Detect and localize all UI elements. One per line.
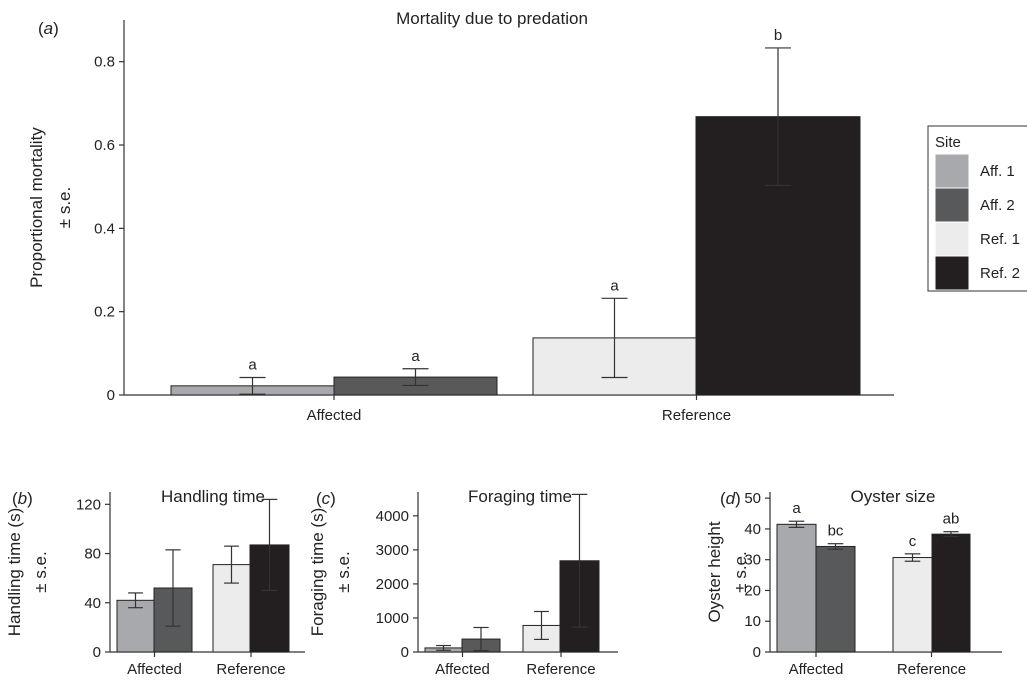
legend-title: Site: [935, 134, 961, 151]
x-tick-label: Affected: [307, 407, 362, 424]
y-tick-label: 10: [744, 613, 761, 630]
y-axis-title: Foraging time (s): [308, 508, 327, 636]
y-axis-title: Proportional mortality: [27, 127, 46, 288]
panel-title: Oyster size: [850, 487, 935, 506]
y-tick-label: 0: [93, 644, 101, 661]
y-tick-label: 0.6: [94, 137, 115, 154]
y-tick-label: 40: [744, 521, 761, 538]
significance-letter: c: [909, 533, 917, 550]
y-tick-label: 0.2: [94, 304, 115, 321]
y-tick-label: 80: [84, 546, 101, 563]
panel-title: Foraging time: [468, 487, 572, 506]
y-tick-label: 2000: [376, 576, 409, 593]
panel-label: (a): [38, 19, 59, 38]
y-axis-title-line2: ± s.e.: [55, 187, 74, 228]
panel-label: (c): [316, 489, 336, 508]
legend-key: [934, 187, 970, 223]
y-tick-label: 20: [744, 582, 761, 599]
legend-key: [934, 153, 970, 189]
panel-label: (b): [12, 489, 33, 508]
y-tick-label: 30: [744, 552, 761, 569]
bar: [931, 533, 971, 653]
panel-title: Mortality due to predation: [396, 9, 588, 28]
legend: Site Aff. 1 Aff. 2 Ref. 1 Ref. 2: [927, 125, 1027, 292]
y-tick-label: 0.8: [94, 54, 115, 71]
y-axis-title-line2: ± s.e.: [31, 551, 50, 592]
y-axis-title: Handling time (s): [5, 508, 24, 637]
x-tick-label: Reference: [216, 661, 285, 678]
significance-letter: b: [774, 27, 782, 44]
y-tick-label: 3000: [376, 542, 409, 559]
x-tick-label: Reference: [526, 661, 595, 678]
legend-label: Ref. 1: [980, 231, 1020, 248]
bar: [776, 523, 817, 653]
y-tick-label: 1000: [376, 610, 409, 627]
significance-letter: a: [411, 348, 420, 365]
x-tick-label: Affected: [127, 661, 182, 678]
y-tick-label: 0: [107, 387, 115, 404]
x-tick-label: Affected: [789, 661, 844, 678]
panel-d: Oyster size (d) 0 10 20 30 40 50 Oyster height ± …: [705, 487, 1002, 678]
panel-b: Handling time (b) 0 40 80 120 Handling time (s…: [5, 487, 305, 678]
y-tick-label: 120: [76, 496, 101, 513]
y-tick-label: 0: [401, 644, 409, 661]
significance-letter: a: [792, 500, 801, 517]
significance-letter: bc: [828, 523, 844, 540]
y-tick-label: 4000: [376, 508, 409, 525]
y-axis-title: Oyster height: [705, 521, 724, 622]
significance-letter: a: [610, 277, 619, 294]
x-tick-label: Affected: [435, 661, 490, 678]
bar: [892, 557, 933, 653]
y-tick-label: 40: [84, 595, 101, 612]
y-axis-title-line2: ± s.e.: [731, 551, 750, 592]
panel-title: Handling time: [161, 487, 265, 506]
significance-letter: a: [248, 357, 257, 374]
panel-c: Foraging time (c) 0 1000 2000 3000 4000 Foragin…: [308, 487, 618, 678]
y-tick-label: 0.4: [94, 220, 115, 237]
y-axis-title-line2: ± s.e.: [334, 551, 353, 592]
x-tick-label: Reference: [662, 407, 731, 424]
legend-label: Ref. 2: [980, 265, 1020, 282]
y-tick-label: 0: [753, 644, 761, 661]
legend-label: Aff. 2: [980, 197, 1015, 214]
panel-label: (d): [720, 489, 741, 508]
panel-a: Mortality due to predation (a) 0 0.2 0.4 0.6 0…: [27, 9, 1027, 424]
significance-letter: ab: [943, 511, 960, 528]
y-tick-label: 50: [744, 490, 761, 507]
bar: [116, 599, 155, 653]
bar: [815, 545, 856, 653]
legend-key: [934, 255, 970, 291]
legend-label: Aff. 1: [980, 163, 1015, 180]
x-tick-label: Reference: [897, 661, 966, 678]
legend-key: [934, 221, 970, 257]
